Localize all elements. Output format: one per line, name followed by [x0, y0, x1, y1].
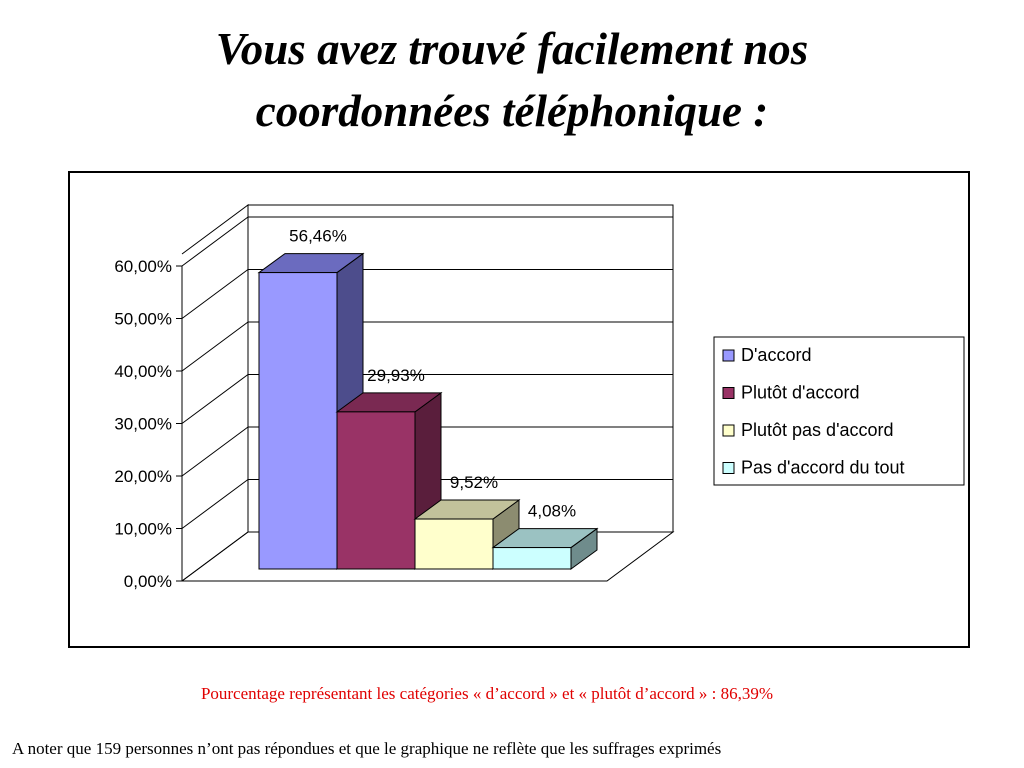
y-tick-label: 50,00%	[114, 310, 172, 329]
gridline-side	[181, 216, 249, 267]
data-label: 56,46%	[289, 227, 347, 246]
bar-front	[258, 272, 338, 570]
legend-swatch	[722, 424, 735, 437]
data-label: 29,93%	[367, 366, 425, 385]
legend-box	[713, 336, 965, 486]
chart-frame: 0,00% 10,00% 20,00% 30,00% 40,00% 50,00% 60,00…	[68, 171, 970, 648]
data-label: 4,08%	[528, 502, 576, 521]
y-tick-label: 20,00%	[114, 467, 172, 486]
bar-4	[491, 527, 599, 570]
y-tick-label: 10,00%	[114, 520, 172, 539]
legend-label: D'accord	[741, 345, 811, 365]
legend-swatch	[722, 462, 735, 474]
bar-2	[335, 391, 443, 570]
legend-label: Plutôt pas d'accord	[741, 420, 894, 440]
legend-swatch	[722, 349, 735, 362]
footer-note: A noter que 159 personnes n’ont pas répo…	[12, 739, 722, 758]
gridline-side	[181, 321, 249, 372]
y-tick-label: 30,00%	[114, 415, 172, 434]
bar-front	[336, 411, 416, 570]
slide-title: Vous avez trouvé facilement nos coordonn…	[0, 18, 1024, 142]
y-tick-label: 0,00%	[124, 572, 172, 591]
bar-chart: 0,00% 10,00% 20,00% 30,00% 40,00% 50,00% 60,00…	[114, 204, 965, 591]
bar-front	[414, 518, 494, 570]
slide-title-line2: coordonnées téléphonique :	[255, 86, 769, 136]
y-tick-label: 60,00%	[114, 257, 172, 276]
legend-label: Plutôt d'accord	[741, 383, 860, 403]
chart-floor	[180, 531, 675, 582]
legend: D'accord Plutôt d'accord Plutôt pas d'acco…	[713, 336, 965, 486]
summary-note: Pourcentage représentant les catégories …	[200, 684, 774, 703]
data-label: 9,52%	[450, 473, 498, 492]
gridline-side	[181, 269, 249, 319]
legend-label: Pas d'accord du tout	[741, 458, 905, 478]
gridline-side	[181, 426, 249, 477]
legend-swatch	[722, 387, 735, 399]
bar-front	[492, 547, 572, 570]
slide-title-line1: Vous avez trouvé facilement nos	[215, 24, 809, 74]
y-tick-label: 40,00%	[114, 362, 172, 381]
gridline-side	[181, 374, 249, 424]
gridline-side	[181, 479, 249, 529]
chart-side-wall	[181, 204, 249, 582]
